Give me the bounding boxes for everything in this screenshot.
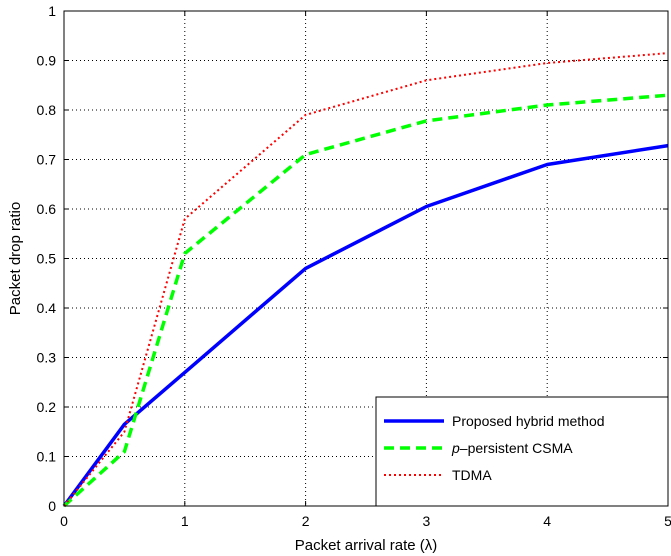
legend-box [375, 396, 669, 507]
x-axis-label: Packet arrival rate (λ) [295, 537, 438, 554]
y-tick-label: 0.4 [37, 300, 57, 316]
y-tick-label: 0.1 [37, 449, 57, 465]
legend-label-p-suffix: –persistent CSMA [460, 440, 573, 456]
y-tick-label: 1 [48, 3, 56, 19]
x-tick-label: 3 [423, 513, 431, 529]
y-tick-label: 0.6 [37, 201, 57, 217]
y-axis-label: Packet drop ratio [7, 202, 24, 315]
x-tick-label: 5 [664, 513, 671, 529]
y-tick-label: 0.8 [37, 102, 57, 118]
series-line-tdma [63, 52, 669, 507]
y-tick-label: 0.2 [37, 399, 57, 415]
y-tick-label: 0 [48, 498, 56, 514]
legend-label-p-persistent-csma: p–persistent CSMA [451, 440, 573, 456]
legend: Proposed hybrid method p–persistent CSMA… [375, 396, 669, 507]
y-tick-label: 0.9 [37, 53, 57, 69]
legend-label-p-prefix: p [451, 440, 460, 456]
x-tick-label: 2 [302, 513, 310, 529]
series-lines [62, 52, 669, 508]
y-tick-label: 0.3 [37, 350, 57, 366]
x-tick-label: 1 [181, 513, 189, 529]
legend-label-proposed-hybrid: Proposed hybrid method [452, 413, 605, 429]
series-line-proposed-hybrid [62, 143, 669, 508]
legend-label-tdma: TDMA [452, 467, 492, 483]
series-line-p-persistent-csma [62, 93, 669, 508]
x-tick-label: 0 [60, 513, 68, 529]
axis-ticks: 0 1 2 3 4 5 0 0.1 0.2 0.3 0.4 0.5 0.6 0.7 0.8 0.9 1 [37, 3, 671, 529]
y-tick-label: 0.5 [37, 251, 57, 267]
y-tick-label: 0.7 [37, 152, 57, 168]
x-tick-label: 4 [543, 513, 551, 529]
